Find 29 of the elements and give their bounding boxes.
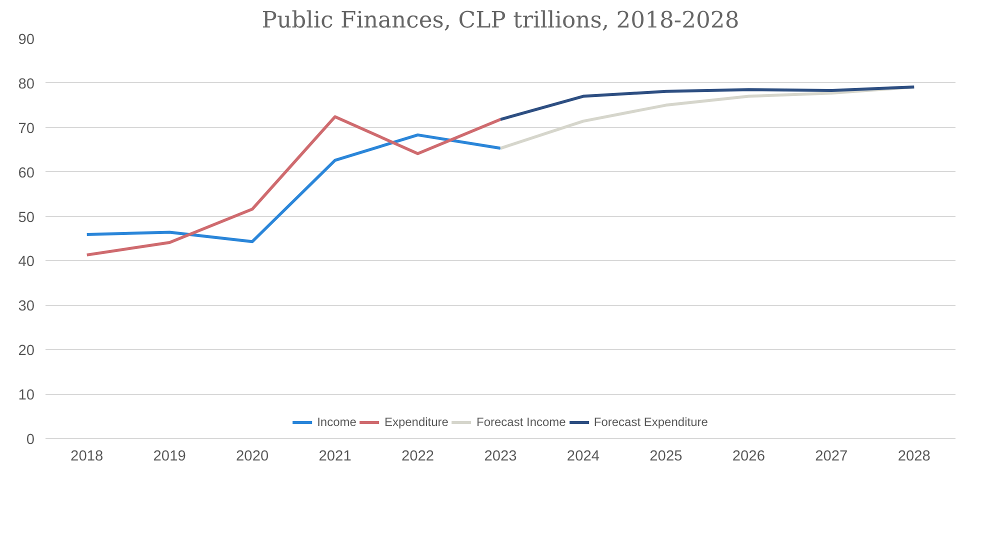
chart-title: Public Finances, CLP trillions, 2018-2028 <box>262 8 740 34</box>
x-tick-label: 2020 <box>236 448 269 464</box>
x-tick-label: 2028 <box>898 448 930 464</box>
y-tick-label: 20 <box>18 343 35 360</box>
x-tick-label: 2018 <box>70 448 104 464</box>
y-tick-label: 30 <box>18 298 35 315</box>
legend-label: Income <box>317 415 356 429</box>
y-tick-label: 90 <box>18 32 35 48</box>
line-series <box>499 85 916 121</box>
x-tick-label: 2025 <box>650 448 682 464</box>
x-tick-label: 2019 <box>153 448 186 464</box>
line-series <box>85 115 502 256</box>
x-tick-label: 2021 <box>318 448 352 464</box>
y-tick-label: 40 <box>18 254 35 270</box>
x-tick-label: 2022 <box>401 448 434 464</box>
legend-label: Forecast Income <box>476 415 566 429</box>
y-tick-label: 80 <box>18 76 35 92</box>
y-tick-label: 0 <box>26 432 35 448</box>
x-tick-label: 2024 <box>566 448 600 464</box>
x-tick-label: 2023 <box>484 448 517 464</box>
y-tick-label: 50 <box>18 210 35 226</box>
legend-label: Forecast Expenditure <box>594 415 708 429</box>
x-tick-label: 2026 <box>732 448 765 464</box>
y-tick-label: 10 <box>18 388 35 404</box>
y-tick-label: 70 <box>18 120 35 137</box>
x-tick-label: 2027 <box>815 448 848 464</box>
line-series <box>85 133 502 244</box>
y-tick-label: 60 <box>18 165 35 182</box>
legend-label: Expenditure <box>384 415 448 429</box>
